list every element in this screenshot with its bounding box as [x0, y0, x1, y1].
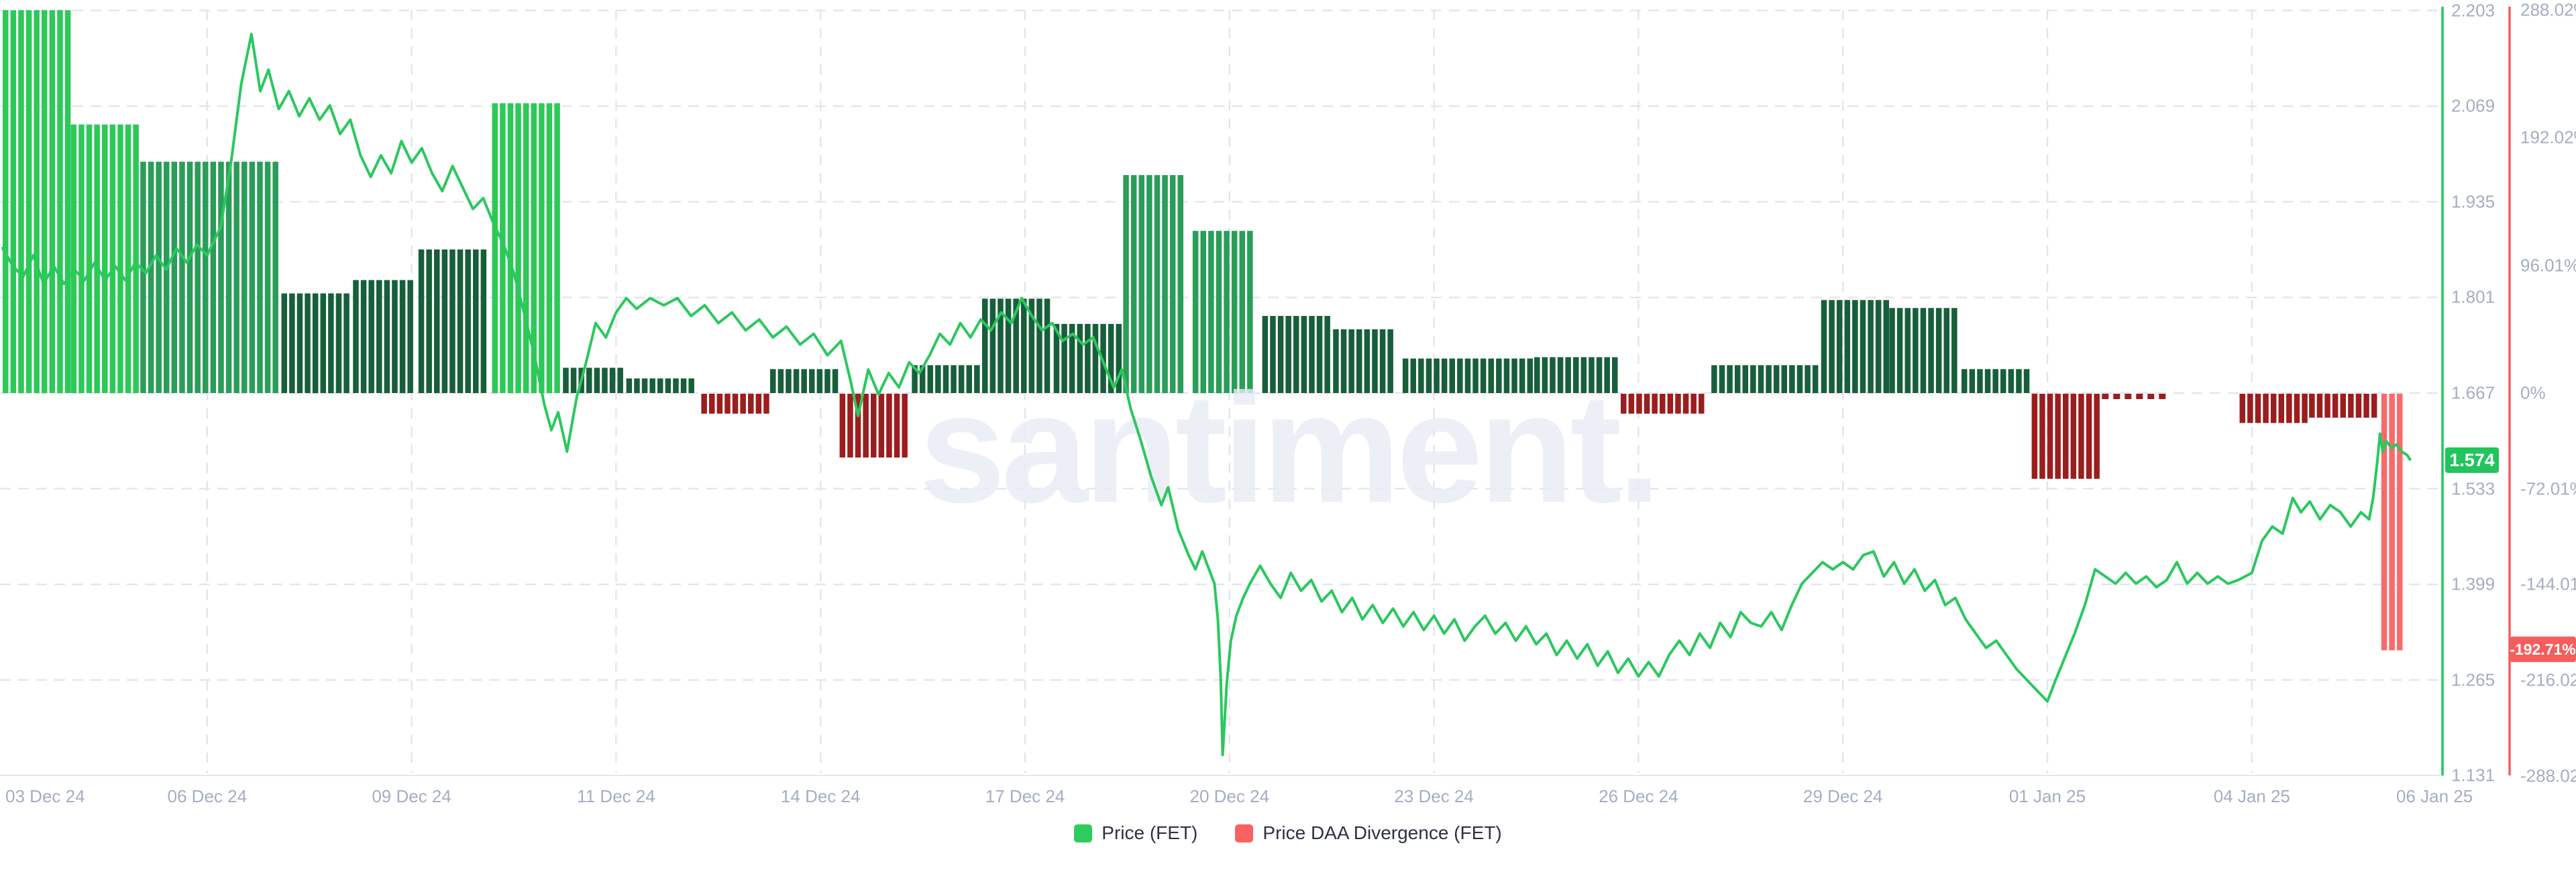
divergence-bar-block[interactable]	[1711, 365, 1819, 393]
x-axis-label: 06 Jan 25	[2396, 786, 2473, 806]
divergence-bar-block[interactable]	[626, 378, 694, 393]
divergence-bar-block[interactable]	[2031, 394, 2100, 479]
price-axis-label: 1.935	[2451, 191, 2496, 212]
santiment-watermark: santiment.	[919, 362, 1657, 535]
percent-axis-label: 288.02%	[2520, 0, 2576, 20]
x-axis-label: 04 Jan 25	[2213, 786, 2290, 806]
divergence-legend-swatch-icon	[1235, 824, 1254, 842]
divergence-bar-block[interactable]	[770, 369, 839, 393]
divergence-bar-block[interactable]	[701, 394, 769, 414]
divergence-bar-block[interactable]	[1123, 175, 1183, 393]
price-axis-label: 1.533	[2451, 478, 2496, 499]
price-line-series[interactable]	[1, 32, 2412, 757]
price-axis-label: 1.399	[2451, 574, 2496, 594]
legend-label-divergence: Price DAA Divergence (FET)	[1263, 822, 1502, 843]
divergence-bar-block[interactable]	[1192, 231, 1253, 393]
legend-item-divergence[interactable]: Price DAA Divergence (FET)	[1235, 822, 1502, 844]
divergence-bar-block[interactable]	[1821, 300, 1889, 393]
divergence-bar-block[interactable]	[1962, 369, 2030, 393]
x-axis-label: 11 Dec 24	[577, 786, 655, 806]
divergence-bars-series[interactable]	[3, 10, 2403, 651]
divergence-bar-block[interactable]	[1534, 357, 1618, 394]
divergence-bar-block[interactable]	[281, 293, 350, 394]
divergence-bar-block[interactable]	[492, 103, 560, 393]
price-axis-label: 1.801	[2451, 286, 2496, 307]
x-axis-label: 01 Jan 25	[2008, 786, 2086, 806]
percent-axis-label: -72.01%	[2520, 478, 2576, 499]
divergence-bar-block[interactable]	[3, 10, 71, 393]
divergence-bar-block[interactable]	[1621, 394, 1705, 414]
price-legend-swatch-icon	[1074, 824, 1093, 842]
x-axis-label: 29 Dec 24	[1803, 786, 1883, 806]
percent-axis-label: -288.02%	[2520, 765, 2576, 786]
price-axis-label: 2.069	[2451, 95, 2496, 116]
price-last-value-badge: 1.574	[2445, 447, 2499, 473]
divergence-bar-block[interactable]	[418, 249, 487, 393]
divergence-last-value-badge: -192.71%	[2510, 637, 2576, 662]
percent-axis-label: 192.02%	[2520, 127, 2576, 148]
x-axis-label: 17 Dec 24	[985, 786, 1065, 806]
percent-axis-label: -144.01%	[2520, 574, 2576, 594]
divergence-bar-block[interactable]	[2102, 394, 2166, 399]
divergence-bar-block[interactable]	[912, 365, 980, 393]
divergence-bar-block[interactable]	[70, 124, 139, 393]
divergence-bar-block[interactable]	[140, 162, 278, 393]
x-axis-label: 09 Dec 24	[372, 786, 451, 806]
x-axis-label: 20 Dec 24	[1189, 786, 1270, 806]
divergence-bar-block[interactable]	[353, 280, 413, 394]
divergence-bar-block[interactable]	[2381, 394, 2403, 651]
percent-axis-label: 96.01%	[2520, 255, 2576, 276]
divergence-bar-block[interactable]	[2239, 394, 2308, 423]
price-axis-label: 1.131	[2451, 765, 2496, 785]
divergence-bar-block[interactable]	[563, 368, 623, 393]
price-axis-label: 2.203	[2451, 0, 2496, 21]
x-axis-label: 14 Dec 24	[780, 786, 861, 806]
divergence-bar-block[interactable]	[1262, 316, 1330, 393]
price-axis-label: 1.667	[2451, 382, 2496, 403]
divergence-bar-block[interactable]	[839, 394, 908, 458]
percent-axis-label: -216.02%	[2520, 669, 2576, 690]
x-axis-label: 23 Dec 24	[1394, 786, 1474, 806]
percent-axis-label: 0%	[2520, 382, 2546, 403]
divergence-bar-block[interactable]	[2309, 394, 2377, 418]
price-axis-label: 1.265	[2451, 669, 2496, 690]
x-axis-label: 03 Dec 24	[5, 786, 85, 806]
chart-legend: Price (FET) Price DAA Divergence (FET)	[0, 822, 2576, 844]
x-axis-label: 06 Dec 24	[167, 786, 248, 806]
divergence-bar-block[interactable]	[1889, 308, 1957, 393]
legend-item-price[interactable]: Price (FET)	[1074, 822, 1197, 844]
divergence-bar-block[interactable]	[1402, 358, 1533, 394]
divergence-bar-block[interactable]	[1333, 329, 1393, 393]
legend-label-price: Price (FET)	[1102, 822, 1198, 843]
divergence-bar-block[interactable]	[982, 298, 1051, 393]
x-axis-label: 26 Dec 24	[1599, 786, 1678, 806]
